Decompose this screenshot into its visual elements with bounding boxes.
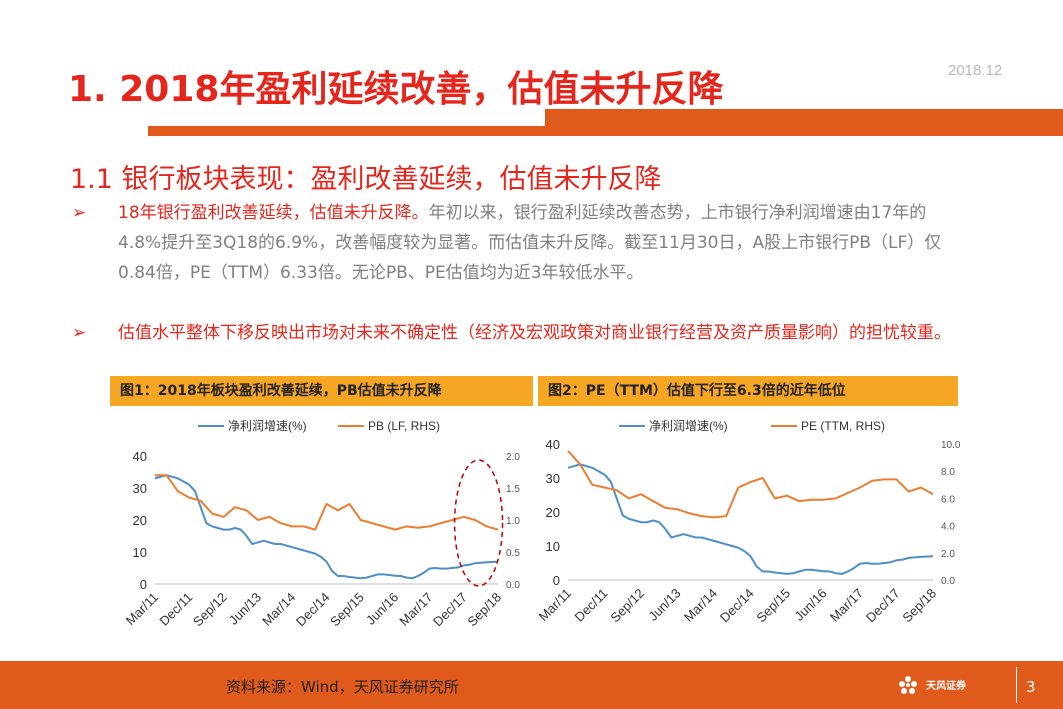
report-date: 2018.12 [948, 62, 1003, 79]
y-right-tick-label: 6.0 [941, 494, 955, 505]
x-tick-label: Mar/11 [123, 590, 162, 629]
y-left-tick-label: 30 [133, 481, 147, 496]
bullet-1-highlight: 18年银行盈利改善延续，估值未升反降。 [118, 203, 429, 223]
y-left-tick-label: 0 [140, 577, 147, 592]
page-divider [1016, 667, 1017, 703]
x-tick-label: Mar/17 [827, 586, 866, 625]
x-tick-label: Mar/17 [396, 590, 435, 629]
x-tick-label: Mar/14 [259, 590, 298, 629]
y-right-tick-label: 10.0 [941, 440, 960, 451]
x-tick-label: Mar/14 [681, 586, 720, 625]
y-left-tick-label: 10 [133, 545, 147, 560]
y-right-tick-label: 4.0 [941, 522, 955, 533]
x-tick-label: Sep/15 [327, 590, 367, 630]
figure-1-title: 图1：2018年板块盈利改善延续，PB估值未升反降 [110, 376, 533, 406]
x-tick-label: Sep/18 [464, 590, 504, 630]
x-tick-label: Sep/15 [753, 586, 793, 626]
x-tick-label: Dec/14 [717, 586, 757, 626]
y-left-tick-label: 10 [546, 539, 560, 554]
bullet-arrow-icon: ➢ [72, 323, 87, 343]
series-line-0 [154, 474, 499, 580]
y-right-tick-label: 1.5 [506, 484, 520, 495]
page-number: 3 [1026, 678, 1036, 696]
x-tick-label: Sep/12 [607, 586, 647, 626]
y-right-tick-label: 2.0 [506, 452, 520, 463]
x-tick-label: Dec/17 [430, 590, 470, 630]
x-tick-label: Jun/16 [363, 590, 401, 628]
legend-label-0: 净利润增速(%) [649, 419, 728, 433]
x-tick-label: Sep/18 [899, 586, 939, 626]
y-right-tick-label: 8.0 [941, 467, 955, 478]
legend-label-1: PB (LF, RHS) [368, 419, 440, 433]
bullet-1-text: 年初以来，银行盈利延续改善态势，上市银行净利润增速由17年的4.8%提升至3Q1… [118, 203, 942, 283]
y-left-tick-label: 40 [546, 437, 560, 452]
x-tick-label: Sep/12 [190, 590, 230, 630]
x-tick-label: Jun/16 [791, 586, 829, 624]
series-line-1 [567, 450, 934, 519]
y-left-tick-label: 40 [133, 449, 147, 464]
x-tick-label: Mar/11 [536, 586, 575, 625]
title-accent-bar [545, 109, 1063, 136]
y-right-tick-label: 1.0 [506, 516, 520, 527]
y-right-tick-label: 0.0 [506, 580, 520, 591]
source-note: 资料来源：Wind，天风证券研究所 [226, 678, 459, 696]
y-left-tick-label: 20 [133, 513, 147, 528]
y-left-tick-label: 20 [546, 505, 560, 520]
x-tick-label: Jun/13 [645, 586, 683, 624]
brand-logo-icon [899, 676, 917, 694]
bullet-paragraph-2: 估值水平整体下移反映出市场对未来不确定性（经济及宏观政策对商业银行经营及资产质量… [118, 318, 958, 348]
y-left-tick-label: 0 [553, 573, 560, 588]
series-line-0 [567, 463, 934, 575]
x-tick-label: Dec/11 [156, 590, 195, 629]
x-tick-label: Jun/13 [226, 590, 264, 628]
title-underline-bar [148, 126, 568, 136]
section-subtitle: 1.1 银行板块表现：盈利改善延续，估值未升反降 [70, 164, 662, 195]
y-right-tick-label: 2.0 [941, 549, 955, 560]
highlight-ellipse [453, 459, 504, 587]
y-right-tick-label: 0.0 [941, 576, 955, 587]
chart-2: 净利润增速(%) PE (TTM, RHS) 0 10 20 30 40 0.0 2.0 4.0 6… [536, 419, 960, 626]
x-tick-label: Dec/11 [572, 586, 611, 625]
y-right-tick-label: 0.5 [506, 548, 520, 559]
chart-1: 净利润增速(%) PB (LF, RHS) 0 10 20 30 40 0.0 0.5 1.0 1.… [123, 419, 521, 630]
x-tick-label: Dec/17 [863, 586, 903, 626]
footer-bar [0, 661, 1063, 709]
legend-label-0: 净利润增速(%) [228, 419, 307, 433]
page-title: 1. 2018年盈利延续改善，估值未升反降 [68, 69, 724, 110]
y-left-tick-label: 30 [546, 471, 560, 486]
bullet-arrow-icon: ➢ [72, 203, 87, 223]
bullet-paragraph-1: 18年银行盈利改善延续，估值未升反降。年初以来，银行盈利延续改善态势，上市银行净… [118, 198, 958, 288]
x-tick-label: Dec/14 [293, 590, 333, 630]
series-line-1 [155, 474, 499, 531]
bullet-2-highlight: 估值水平整体下移反映出市场对未来不确定性（经济及宏观政策对商业银行经营及资产质量… [118, 323, 951, 343]
brand-name: 天风证券 [926, 681, 966, 692]
legend-label-1: PE (TTM, RHS) [801, 419, 885, 433]
figure-2-title: 图2：PE（TTM）估值下行至6.3倍的近年低位 [538, 376, 958, 406]
